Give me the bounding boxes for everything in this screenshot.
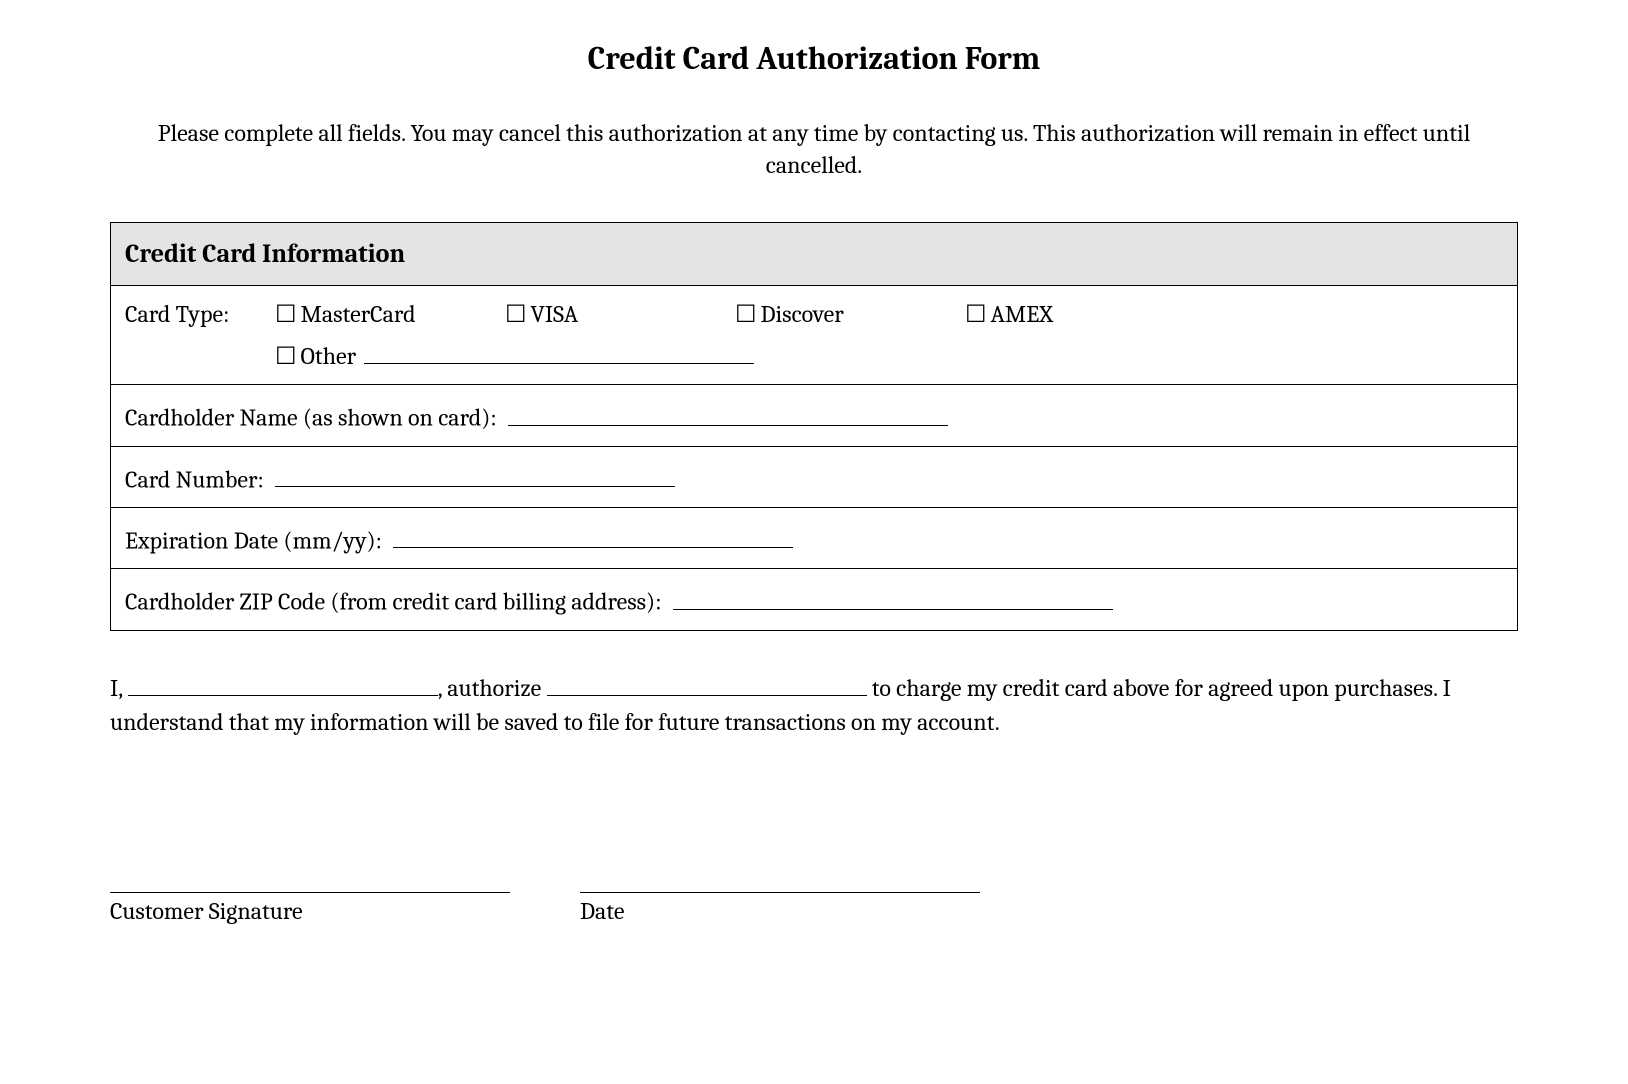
signature-row: Customer Signature Date	[110, 859, 1518, 925]
signature-line[interactable]	[110, 859, 510, 893]
cardholder-name-blank[interactable]	[508, 399, 948, 425]
card-type-label: Card Type:	[125, 300, 275, 370]
signature-label: Customer Signature	[110, 897, 510, 925]
auth-prefix: I,	[110, 674, 122, 702]
card-type-discover[interactable]: ☐ Discover	[735, 300, 965, 328]
card-type-amex-label: AMEX	[991, 300, 1053, 328]
checkbox-icon: ☐	[735, 300, 757, 328]
checkbox-icon: ☐	[965, 300, 987, 328]
form-title: Credit Card Authorization Form	[110, 40, 1518, 77]
expiration-label: Expiration Date (mm/yy):	[125, 526, 382, 554]
cardholder-name-row: Cardholder Name (as shown on card):	[111, 385, 1518, 446]
card-type-amex[interactable]: ☐ AMEX	[965, 300, 1165, 328]
card-type-discover-label: Discover	[761, 300, 844, 328]
auth-name-blank[interactable]	[128, 671, 438, 696]
card-type-mastercard[interactable]: ☐ MasterCard	[275, 300, 505, 328]
date-block: Date	[580, 859, 980, 925]
checkbox-icon: ☐	[275, 342, 297, 370]
signature-block: Customer Signature	[110, 859, 510, 925]
other-blank-line[interactable]	[364, 338, 754, 364]
expiration-blank[interactable]	[393, 522, 793, 548]
checkbox-icon: ☐	[505, 300, 527, 328]
cardholder-name-label: Cardholder Name (as shown on card):	[125, 404, 496, 432]
expiration-row: Expiration Date (mm/yy):	[111, 507, 1518, 568]
zip-row: Cardholder ZIP Code (from credit card bi…	[111, 569, 1518, 630]
section-header: Credit Card Information	[111, 222, 1518, 285]
card-type-mastercard-label: MasterCard	[301, 300, 416, 328]
zip-label: Cardholder ZIP Code (from credit card bi…	[125, 588, 661, 616]
auth-merchant-blank[interactable]	[547, 671, 867, 696]
auth-mid1: , authorize	[438, 674, 542, 702]
card-type-other-label: Other	[301, 342, 357, 370]
card-type-visa-label: VISA	[531, 300, 579, 328]
intro-text: Please complete all fields. You may canc…	[110, 117, 1518, 182]
checkbox-icon: ☐	[275, 300, 297, 328]
card-type-visa[interactable]: ☐ VISA	[505, 300, 735, 328]
card-number-blank[interactable]	[275, 461, 675, 487]
zip-blank[interactable]	[673, 583, 1113, 609]
card-number-row: Card Number:	[111, 446, 1518, 507]
date-label: Date	[580, 897, 980, 925]
authorization-text: I, , authorize to charge my credit card …	[110, 671, 1518, 739]
card-type-row: Card Type: ☐ MasterCard ☐ VISA ☐ Discove…	[111, 285, 1518, 384]
card-type-other[interactable]: ☐ Other	[275, 342, 356, 370]
card-number-label: Card Number:	[125, 465, 264, 493]
credit-card-info-table: Credit Card Information Card Type: ☐ Mas…	[110, 222, 1518, 631]
date-line[interactable]	[580, 859, 980, 893]
